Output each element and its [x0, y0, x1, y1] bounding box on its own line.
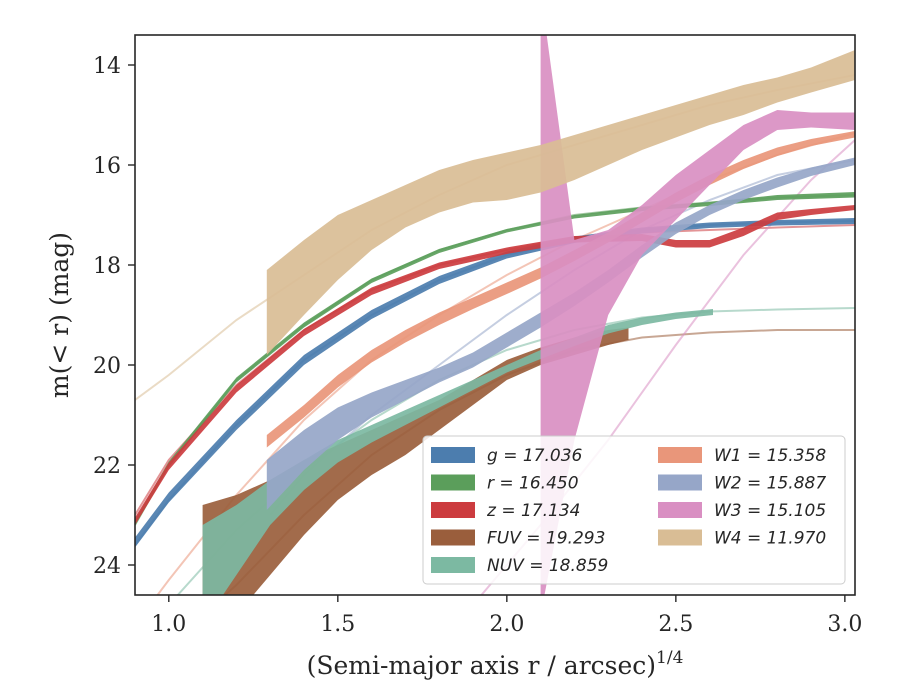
y-tick-label: 14	[93, 54, 121, 79]
x-tick-label: 2.5	[658, 612, 693, 637]
y-tick-label: 20	[93, 354, 121, 379]
band-g	[135, 218, 855, 548]
legend-swatch-w2	[658, 474, 702, 491]
legend: g = 17.036 r = 16.450 z = 17.134 FUV = 19.2…	[422, 435, 846, 585]
profile-bands	[135, 35, 855, 595]
x-tick-label: 1.0	[151, 612, 186, 637]
legend-label-w2: W2 = 15.887	[714, 474, 826, 494]
band-fuv	[202, 327, 629, 595]
legend-swatch-w4	[658, 529, 702, 546]
legend-frame	[422, 435, 846, 585]
y-axis-ticks: 14 16 18 20 22 24	[93, 54, 135, 579]
y-tick-label: 16	[93, 154, 121, 179]
band-w4	[266, 50, 855, 355]
legend-label-w4: W4 = 11.970	[714, 529, 826, 549]
legend-swatch-w1	[658, 447, 702, 463]
legend-label-nuv: NUV = 18.859	[487, 556, 608, 576]
legend-swatch-z	[431, 502, 475, 518]
x-tick-label: 3.0	[827, 612, 862, 637]
legend-swatch-g	[431, 447, 475, 463]
legend-label-w1: W1 = 15.358	[714, 446, 826, 466]
y-axis-title: m(< r) (mag)	[45, 232, 74, 398]
legend-swatch-w3	[658, 502, 702, 518]
legend-swatch-r	[431, 474, 475, 491]
x-tick-label: 2.0	[489, 612, 524, 637]
x-axis-title: (Semi-major axis r / arcsec)1/4	[307, 648, 684, 680]
legend-swatch-fuv	[431, 529, 475, 546]
y-tick-label: 18	[93, 254, 121, 279]
legend-label-g: g = 17.036	[487, 446, 583, 466]
x-axis-title-exponent: 1/4	[656, 648, 683, 668]
legend-label-fuv: FUV = 19.293	[487, 529, 605, 549]
legend-label-w3: W3 = 15.105	[714, 501, 826, 521]
x-tick-label: 1.5	[320, 612, 355, 637]
plot-frame	[134, 34, 856, 596]
y-tick-label: 22	[93, 454, 121, 479]
legend-label-z: z = 17.134	[486, 501, 580, 521]
x-axis-ticks: 1.0 1.5 2.0 2.5 3.0	[151, 595, 862, 637]
band-w3	[540, 35, 855, 595]
y-tick-label: 24	[93, 554, 121, 579]
x-axis-title-main: (Semi-major axis r / arcsec)	[307, 651, 656, 680]
legend-swatch-nuv	[431, 557, 475, 573]
legend-label-r: r = 16.450	[487, 474, 579, 494]
